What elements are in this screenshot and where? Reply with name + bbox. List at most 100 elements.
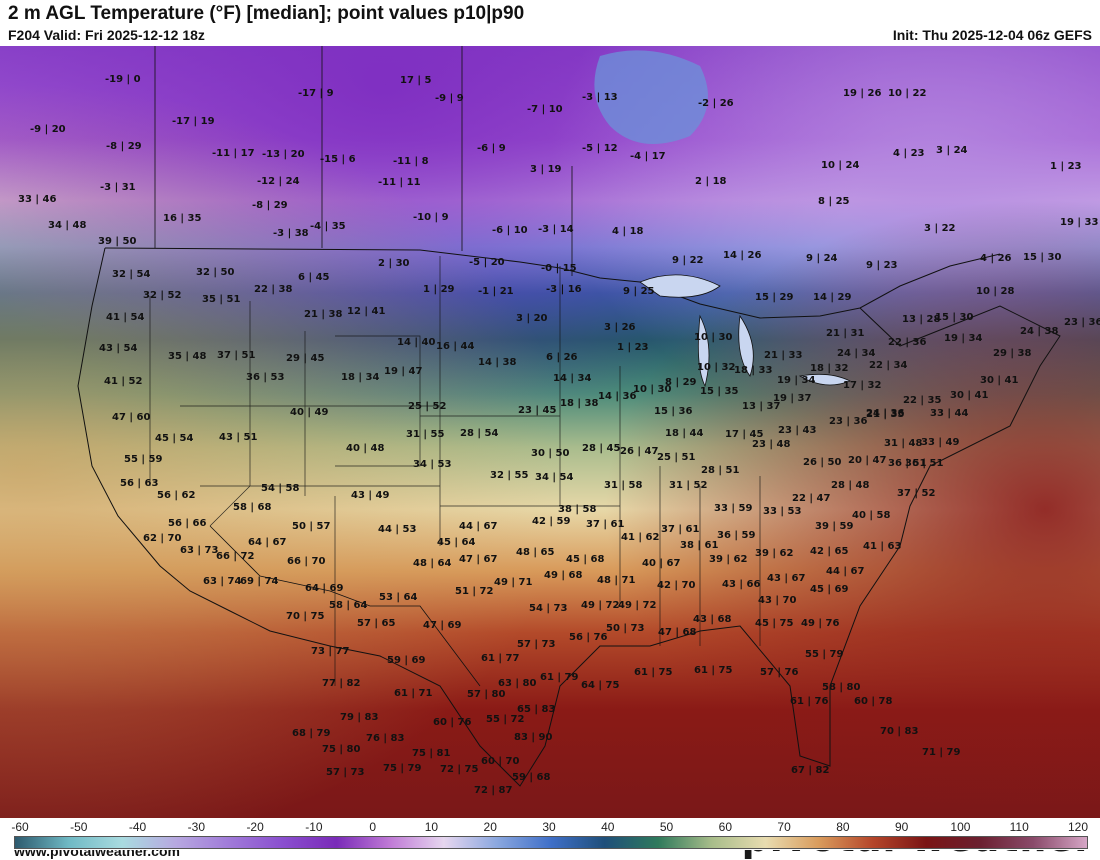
point-value-label: 65 | 83 (517, 704, 555, 715)
point-value-label: 3 | 24 (936, 145, 968, 156)
point-value-label: 14 | 38 (478, 357, 516, 368)
point-value-label: 83 | 90 (514, 732, 552, 743)
point-value-label: 8 | 29 (665, 377, 697, 388)
point-value-label: -11 | 11 (378, 177, 421, 188)
point-value-label: 1 | 23 (617, 342, 649, 353)
point-value-label: 37 | 61 (661, 524, 699, 535)
point-value-label: 22 | 35 (903, 395, 941, 406)
point-value-label: 61 | 75 (634, 667, 672, 678)
point-value-label: 43 | 70 (758, 595, 796, 606)
point-value-label: 29 | 45 (286, 353, 324, 364)
point-value-label: 37 | 61 (586, 519, 624, 530)
point-value-label: 2 | 30 (378, 258, 410, 269)
point-value-label: 72 | 87 (474, 785, 512, 796)
point-value-label: 43 | 49 (351, 490, 389, 501)
point-value-label: -11 | 17 (212, 148, 255, 159)
point-value-label: 33 | 53 (763, 506, 801, 517)
point-value-label: 13 | 37 (742, 401, 780, 412)
point-value-label: 50 | 73 (606, 623, 644, 634)
point-value-label: 53 | 64 (379, 592, 417, 603)
point-value-label: 44 | 67 (459, 521, 497, 532)
point-value-label: 18 | 38 (560, 398, 598, 409)
point-value-label: 13 | 28 (902, 314, 940, 325)
point-value-label: 23 | 36 (1064, 317, 1100, 328)
point-value-label: 57 | 80 (467, 689, 505, 700)
point-value-label: 4 | 18 (612, 226, 644, 237)
point-value-label: 63 | 80 (498, 678, 536, 689)
point-value-label: 23 | 43 (778, 425, 816, 436)
point-value-label: 3 | 26 (604, 322, 636, 333)
point-value-label: 19 | 34 (777, 375, 815, 386)
mexico-border (209, 525, 481, 687)
legend-tick-label: -20 (246, 820, 264, 834)
point-value-label: 12 | 41 (347, 306, 385, 317)
point-value-label: 70 | 75 (286, 611, 324, 622)
point-value-label: 24 | 38 (1020, 326, 1058, 337)
point-value-label: 33 | 46 (18, 194, 56, 205)
point-value-label: 14 | 26 (723, 250, 761, 261)
legend-tick-label: -10 (305, 820, 323, 834)
point-value-label: 41 | 62 (621, 532, 659, 543)
point-value-label: 58 | 64 (329, 600, 367, 611)
point-value-label: 28 | 48 (831, 480, 869, 491)
point-value-label: -3 | 31 (100, 182, 136, 193)
point-value-label: 15 | 36 (654, 406, 692, 417)
point-value-label: -8 | 29 (106, 141, 142, 152)
point-value-label: 32 | 54 (112, 269, 150, 280)
point-value-label: 51 | 72 (455, 586, 493, 597)
point-value-label: 18 | 34 (341, 372, 379, 383)
point-value-label: 48 | 64 (413, 558, 451, 569)
point-value-label: 45 | 64 (437, 537, 475, 548)
point-value-label: 3 | 20 (516, 313, 548, 324)
point-value-label: 79 | 83 (340, 712, 378, 723)
us-coastline (77, 247, 1061, 787)
point-value-label: 21 | 33 (764, 350, 802, 361)
point-value-label: 10 | 22 (888, 88, 926, 99)
point-value-label: 33 | 59 (714, 503, 752, 514)
point-value-label: 75 | 80 (322, 744, 360, 755)
point-value-label: 15 | 30 (935, 312, 973, 323)
point-value-label: 61 | 76 (790, 696, 828, 707)
point-value-label: -10 | 9 (413, 212, 449, 223)
point-value-label: -7 | 10 (527, 104, 563, 115)
point-value-label: 36 | 53 (246, 372, 284, 383)
point-value-label: 19 | 26 (843, 88, 881, 99)
point-value-label: -4 | 17 (630, 151, 666, 162)
point-value-label: 61 | 77 (481, 653, 519, 664)
point-value-label: 3 | 19 (530, 164, 562, 175)
province-borders (154, 46, 573, 276)
point-value-label: 69 | 74 (240, 576, 278, 587)
point-value-label: 30 | 41 (950, 390, 988, 401)
point-value-label: 34 | 54 (535, 472, 573, 483)
temperature-map[interactable]: -19 | 0 -17 | 9 17 | 5 -9 | 9 -7 | 10 -3 | 13… (0, 46, 1100, 860)
point-value-label: 25 | 52 (408, 401, 446, 412)
point-value-label: 55 | 59 (124, 454, 162, 465)
point-value-label: -9 | 20 (30, 124, 66, 135)
point-value-label: -15 | 6 (320, 154, 356, 165)
point-value-label: 31 | 48 (884, 438, 922, 449)
map-title: 2 m AGL Temperature (°F) [median]; point… (8, 3, 525, 24)
point-value-label: 14 | 40 (397, 337, 435, 348)
point-value-label: 22 | 47 (792, 493, 830, 504)
legend-tick-label: 120 (1067, 820, 1089, 834)
point-value-label: 37 | 51 (217, 350, 255, 361)
point-value-label: -11 | 8 (393, 156, 429, 167)
point-value-label: 4 | 26 (980, 253, 1012, 264)
point-value-label: 31 | 55 (406, 429, 444, 440)
legend-tick-label: -60 (11, 820, 29, 834)
point-value-label: 48 | 65 (516, 547, 554, 558)
point-value-label: 44 | 53 (378, 524, 416, 535)
point-value-label: 6 | 26 (546, 352, 578, 363)
point-value-label: 70 | 83 (880, 726, 918, 737)
point-value-label: 15 | 29 (755, 292, 793, 303)
point-value-label: 57 | 65 (357, 618, 395, 629)
point-value-label: 10 | 30 (633, 384, 671, 395)
point-value-label: 34 | 53 (413, 459, 451, 470)
point-value-label: -12 | 24 (257, 176, 300, 187)
point-value-label: 45 | 69 (810, 584, 848, 595)
point-value-label: 14 | 36 (598, 391, 636, 402)
point-value-label: 44 | 67 (826, 566, 864, 577)
point-value-label: 42 | 59 (532, 516, 570, 527)
point-value-label: 23 | 36 (829, 416, 867, 427)
point-value-label: 26 | 47 (620, 446, 658, 457)
